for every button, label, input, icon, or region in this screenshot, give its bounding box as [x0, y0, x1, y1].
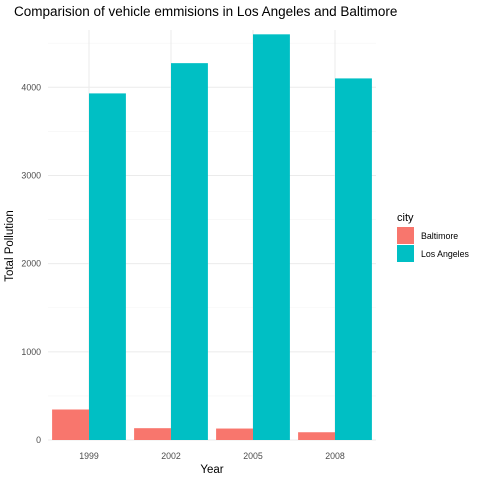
bar-los-angeles-2002 [171, 63, 208, 441]
y-tick-label: 1000 [21, 347, 41, 357]
bars [52, 34, 372, 441]
legend-label: Los Angeles [421, 249, 470, 259]
chart-title: Comparision of vehicle emmisions in Los … [14, 4, 397, 19]
y-tick-labels: 0 1000 2000 3000 4000 [21, 82, 41, 445]
y-tick-label: 3000 [21, 170, 41, 180]
bar-baltimore-2008 [298, 432, 335, 440]
legend: city Baltimore Los Angeles [397, 212, 470, 262]
y-tick-label: 4000 [21, 82, 41, 92]
bar-los-angeles-2008 [335, 78, 372, 441]
y-axis-label: Total Pollution [4, 210, 16, 282]
x-axis-label: Year [200, 464, 223, 476]
bar-los-angeles-2005 [253, 34, 290, 440]
bar-baltimore-2005 [216, 428, 253, 440]
legend-items: Baltimore Los Angeles [397, 227, 470, 262]
y-tick-label: 0 [36, 435, 41, 445]
bar-los-angeles-1999 [89, 93, 126, 441]
bar-baltimore-2002 [134, 428, 171, 440]
bar-baltimore-1999 [52, 409, 89, 440]
x-tick-label: 2002 [161, 451, 181, 461]
x-tick-label: 1999 [79, 451, 99, 461]
x-tick-label: 2005 [243, 451, 263, 461]
x-tick-labels: 1999 2002 2005 2008 [79, 451, 345, 461]
legend-key-los-angeles [397, 245, 414, 262]
x-tick-label: 2008 [325, 451, 345, 461]
y-tick-label: 2000 [21, 259, 41, 269]
legend-label: Baltimore [421, 231, 458, 241]
legend-title: city [397, 212, 414, 224]
legend-key-baltimore [397, 227, 414, 244]
